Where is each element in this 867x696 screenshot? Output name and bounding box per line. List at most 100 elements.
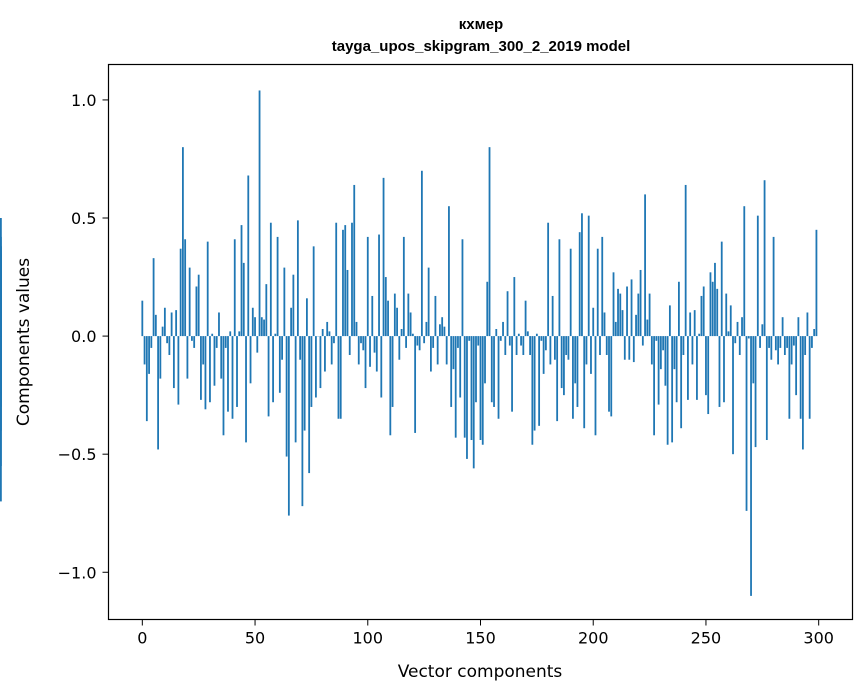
bar: [472, 336, 475, 469]
bar: [272, 336, 274, 403]
bar: [457, 336, 459, 348]
bar: [432, 336, 435, 348]
bar: [563, 336, 565, 396]
bar: [531, 336, 534, 445]
plot-frame: [107, 63, 854, 621]
bar: [179, 248, 182, 337]
bar: [768, 336, 770, 348]
bar: [752, 336, 755, 384]
bar: [513, 277, 516, 337]
bar: [263, 319, 265, 337]
bar: [641, 336, 644, 346]
bar: [522, 336, 525, 355]
bar: [488, 147, 491, 337]
bar: [247, 175, 250, 337]
bar: [736, 321, 739, 337]
bar: [209, 336, 211, 403]
bar: [161, 326, 164, 337]
bar: [470, 336, 473, 441]
bar: [486, 281, 489, 337]
bar: [326, 321, 329, 337]
bar: [723, 336, 725, 403]
bar: [454, 336, 457, 438]
bar: [592, 307, 595, 337]
bar: [342, 229, 344, 337]
bar: [732, 336, 734, 455]
bar: [614, 321, 617, 337]
bar: [229, 331, 232, 337]
bar: [806, 312, 809, 337]
bar: [276, 236, 279, 337]
bar: [310, 336, 313, 407]
bar: [337, 336, 340, 419]
bar: [479, 336, 482, 441]
bar: [696, 336, 698, 400]
bar: [632, 336, 635, 363]
bar: [227, 336, 229, 412]
bar: [0, 336, 2, 355]
bar: [729, 305, 732, 337]
bar: [802, 336, 804, 450]
bar: [321, 329, 324, 337]
bar: [714, 262, 716, 337]
bar: [468, 336, 471, 341]
bar: [716, 288, 719, 337]
bar: [808, 336, 811, 419]
bar: [333, 336, 335, 344]
bar: [693, 310, 696, 337]
bar: [145, 336, 148, 422]
bar: [256, 336, 259, 353]
bar: [763, 180, 766, 337]
bar: [452, 336, 455, 370]
bar: [238, 331, 241, 337]
bar: [484, 336, 486, 384]
bar: [621, 310, 624, 337]
bar-series: [0, 90, 818, 596]
bar: [637, 293, 640, 337]
bar: [202, 336, 205, 365]
bar: [777, 336, 779, 365]
bar: [750, 336, 752, 596]
bar: [157, 336, 159, 450]
bar: [283, 267, 286, 337]
bar: [324, 336, 326, 372]
bar: [285, 336, 288, 457]
bar: [664, 336, 667, 386]
bar: [779, 336, 782, 348]
bar: [481, 336, 484, 445]
bar: [765, 336, 768, 441]
bar: [572, 336, 574, 419]
bar: [547, 222, 550, 337]
bar: [398, 336, 401, 360]
bar: [687, 336, 689, 400]
bar: [175, 310, 178, 337]
bar: [799, 336, 802, 419]
bar: [0, 236, 2, 337]
bar: [747, 336, 750, 339]
bar: [245, 336, 247, 443]
bar: [364, 336, 367, 389]
bar: [200, 336, 202, 400]
bar: [702, 286, 705, 337]
bar: [303, 336, 306, 431]
bar: [330, 336, 333, 365]
bar: [369, 336, 371, 367]
bar: [172, 336, 175, 389]
bar: [533, 336, 536, 431]
bar: [355, 321, 358, 337]
bar: [393, 293, 396, 337]
bar: [177, 336, 180, 405]
x-tick-label: 250: [691, 629, 722, 648]
bar: [684, 184, 687, 337]
bar: [382, 177, 385, 337]
bar: [366, 236, 369, 337]
bar: [646, 319, 649, 337]
bar: [389, 336, 392, 436]
bar: [504, 336, 507, 355]
bar: [495, 329, 498, 337]
bar: [772, 236, 775, 337]
bar: [515, 336, 518, 355]
bar: [441, 317, 444, 337]
bar: [348, 336, 351, 355]
